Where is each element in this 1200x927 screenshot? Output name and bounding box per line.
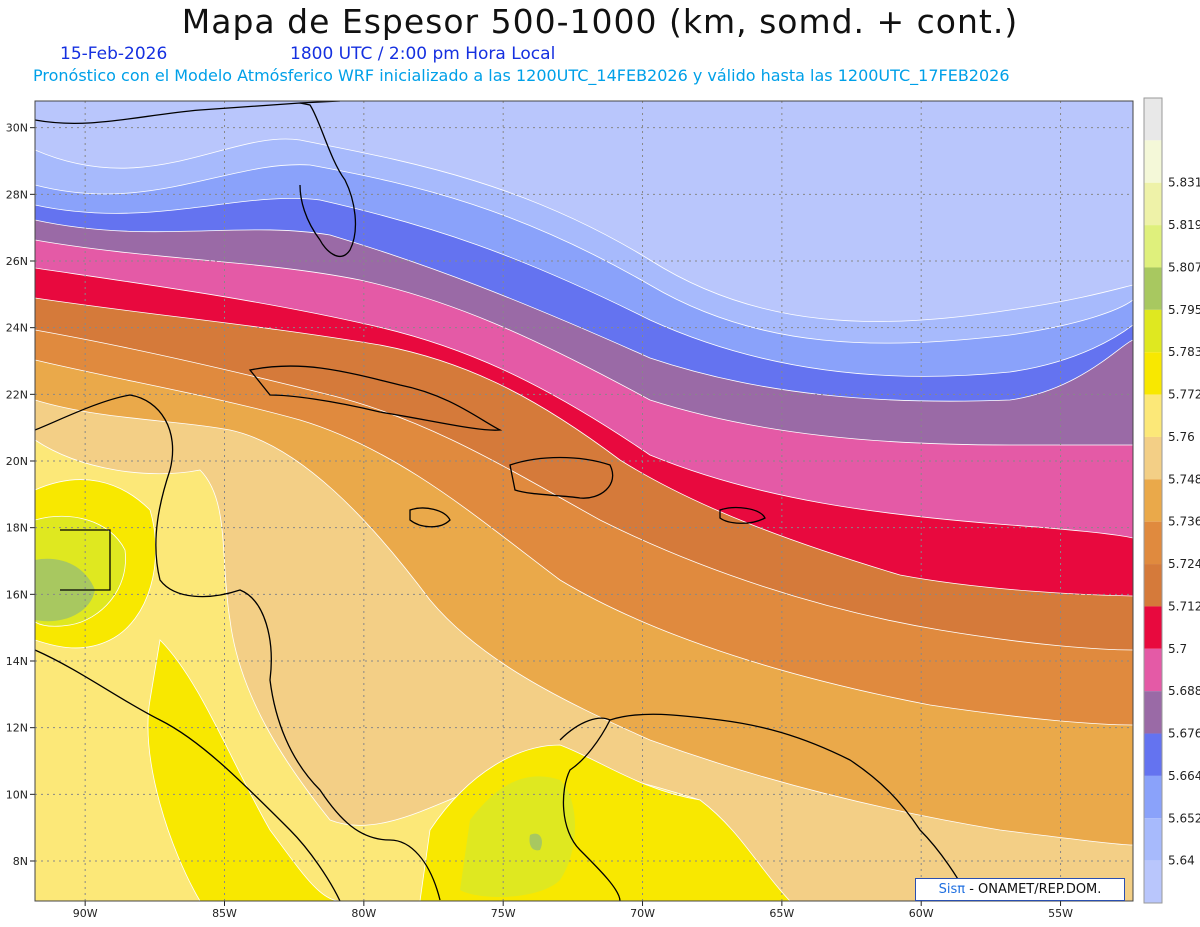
lon-tick-label: 80W — [351, 907, 376, 920]
colorbar-swatch — [1144, 98, 1162, 141]
latitude-labels: 30N 28N 26N 24N 22N 20N 18N 16N 14N 12N 10N 8N — [6, 122, 35, 868]
lat-lon-grid — [35, 101, 1133, 901]
colorbar-label: 5.819 — [1168, 218, 1200, 232]
lat-tick-label: 30N — [6, 122, 28, 135]
credit-box: Sisπ - ONAMET/REP.DOM. — [915, 878, 1125, 901]
colorbar-label: 5.772 — [1168, 388, 1200, 402]
lon-tick-label: 90W — [73, 907, 98, 920]
colorbar-swatch — [1144, 225, 1162, 268]
colorbar-swatch — [1144, 648, 1162, 692]
colorbar-swatch — [1144, 606, 1162, 649]
lat-tick-label: 20N — [6, 455, 28, 468]
colorbar-label: 5.807 — [1168, 260, 1200, 274]
forecast-time: 1800 UTC / 2:00 pm Hora Local — [290, 44, 556, 64]
lon-tick-label: 60W — [909, 907, 934, 920]
lon-tick-label: 75W — [491, 907, 516, 920]
colorbar-label: 5.76 — [1168, 430, 1195, 444]
lon-tick-label: 70W — [630, 907, 655, 920]
colorbar-swatch — [1144, 352, 1162, 395]
lat-tick-label: 14N — [6, 655, 28, 668]
colorbar-swatch — [1144, 309, 1162, 353]
lon-tick-label: 85W — [212, 907, 237, 920]
colorbar-label: 5.783 — [1168, 345, 1200, 359]
lon-tick-label: 55W — [1048, 907, 1073, 920]
colorbar-label: 5.712 — [1168, 599, 1200, 613]
colorbar-label: 5.7 — [1168, 642, 1187, 656]
colorbar-label: 5.688 — [1168, 684, 1200, 698]
colorbar-label: 5.736 — [1168, 515, 1200, 529]
colorbar-swatch — [1144, 267, 1162, 310]
longitude-labels: 90W 85W 80W 75W 70W 65W 60W 55W — [73, 901, 1073, 920]
colorbar-swatch — [1144, 691, 1162, 734]
coastlines — [35, 101, 971, 901]
lat-tick-label: 24N — [6, 322, 28, 335]
lat-tick-label: 10N — [6, 788, 28, 801]
filled-contours — [35, 101, 1133, 901]
forecast-description: Pronóstico con el Modelo Atmósferico WRF… — [33, 66, 1010, 85]
colorbar-label: 5.664 — [1168, 769, 1200, 783]
lat-tick-label: 16N — [6, 588, 28, 601]
map-title: Mapa de Espesor 500-1000 (km, somd. + co… — [181, 2, 1019, 41]
colorbar-label: 5.652 — [1168, 811, 1200, 825]
colorbar-label: 5.724 — [1168, 557, 1200, 571]
forecast-date: 15-Feb-2026 — [60, 44, 168, 64]
lon-tick-label: 65W — [769, 907, 794, 920]
colorbar-swatch — [1144, 479, 1162, 522]
lat-tick-label: 22N — [6, 388, 28, 401]
colorbar-label: 5.748 — [1168, 472, 1200, 486]
colorbar-swatch — [1144, 436, 1162, 480]
colorbar-swatch — [1144, 182, 1162, 226]
colorbar-swatch — [1144, 860, 1162, 903]
sispi-logo: Sisπ — [938, 882, 966, 897]
lat-tick-label: 28N — [6, 188, 28, 201]
colorbar-swatch — [1144, 733, 1162, 776]
colorbar-label: 5.676 — [1168, 727, 1200, 741]
colorbar-swatch — [1144, 818, 1162, 861]
colorbar-swatch — [1144, 564, 1162, 607]
lat-tick-label: 18N — [6, 522, 28, 535]
lat-tick-label: 26N — [6, 255, 28, 268]
map-frame — [34, 100, 1134, 902]
colorbar-swatch — [1144, 140, 1162, 183]
colorbar-swatch — [1144, 394, 1162, 437]
colorbar-frame — [1143, 97, 1163, 904]
colorbar-swatch — [1144, 521, 1162, 565]
colorbar-swatch — [1144, 775, 1162, 819]
credit-org: - ONAMET/REP.DOM. — [965, 882, 1102, 897]
colorbar-label: 5.795 — [1168, 303, 1200, 317]
colorbar: 5.831 5.819 5.807 5.795 5.783 5.772 5.76 5.748 5… — [1143, 97, 1200, 904]
colorbar-label: 5.831 — [1168, 176, 1200, 190]
colorbar-label: 5.64 — [1168, 854, 1195, 868]
lat-tick-label: 12N — [6, 722, 28, 735]
lat-tick-label: 8N — [13, 855, 28, 868]
